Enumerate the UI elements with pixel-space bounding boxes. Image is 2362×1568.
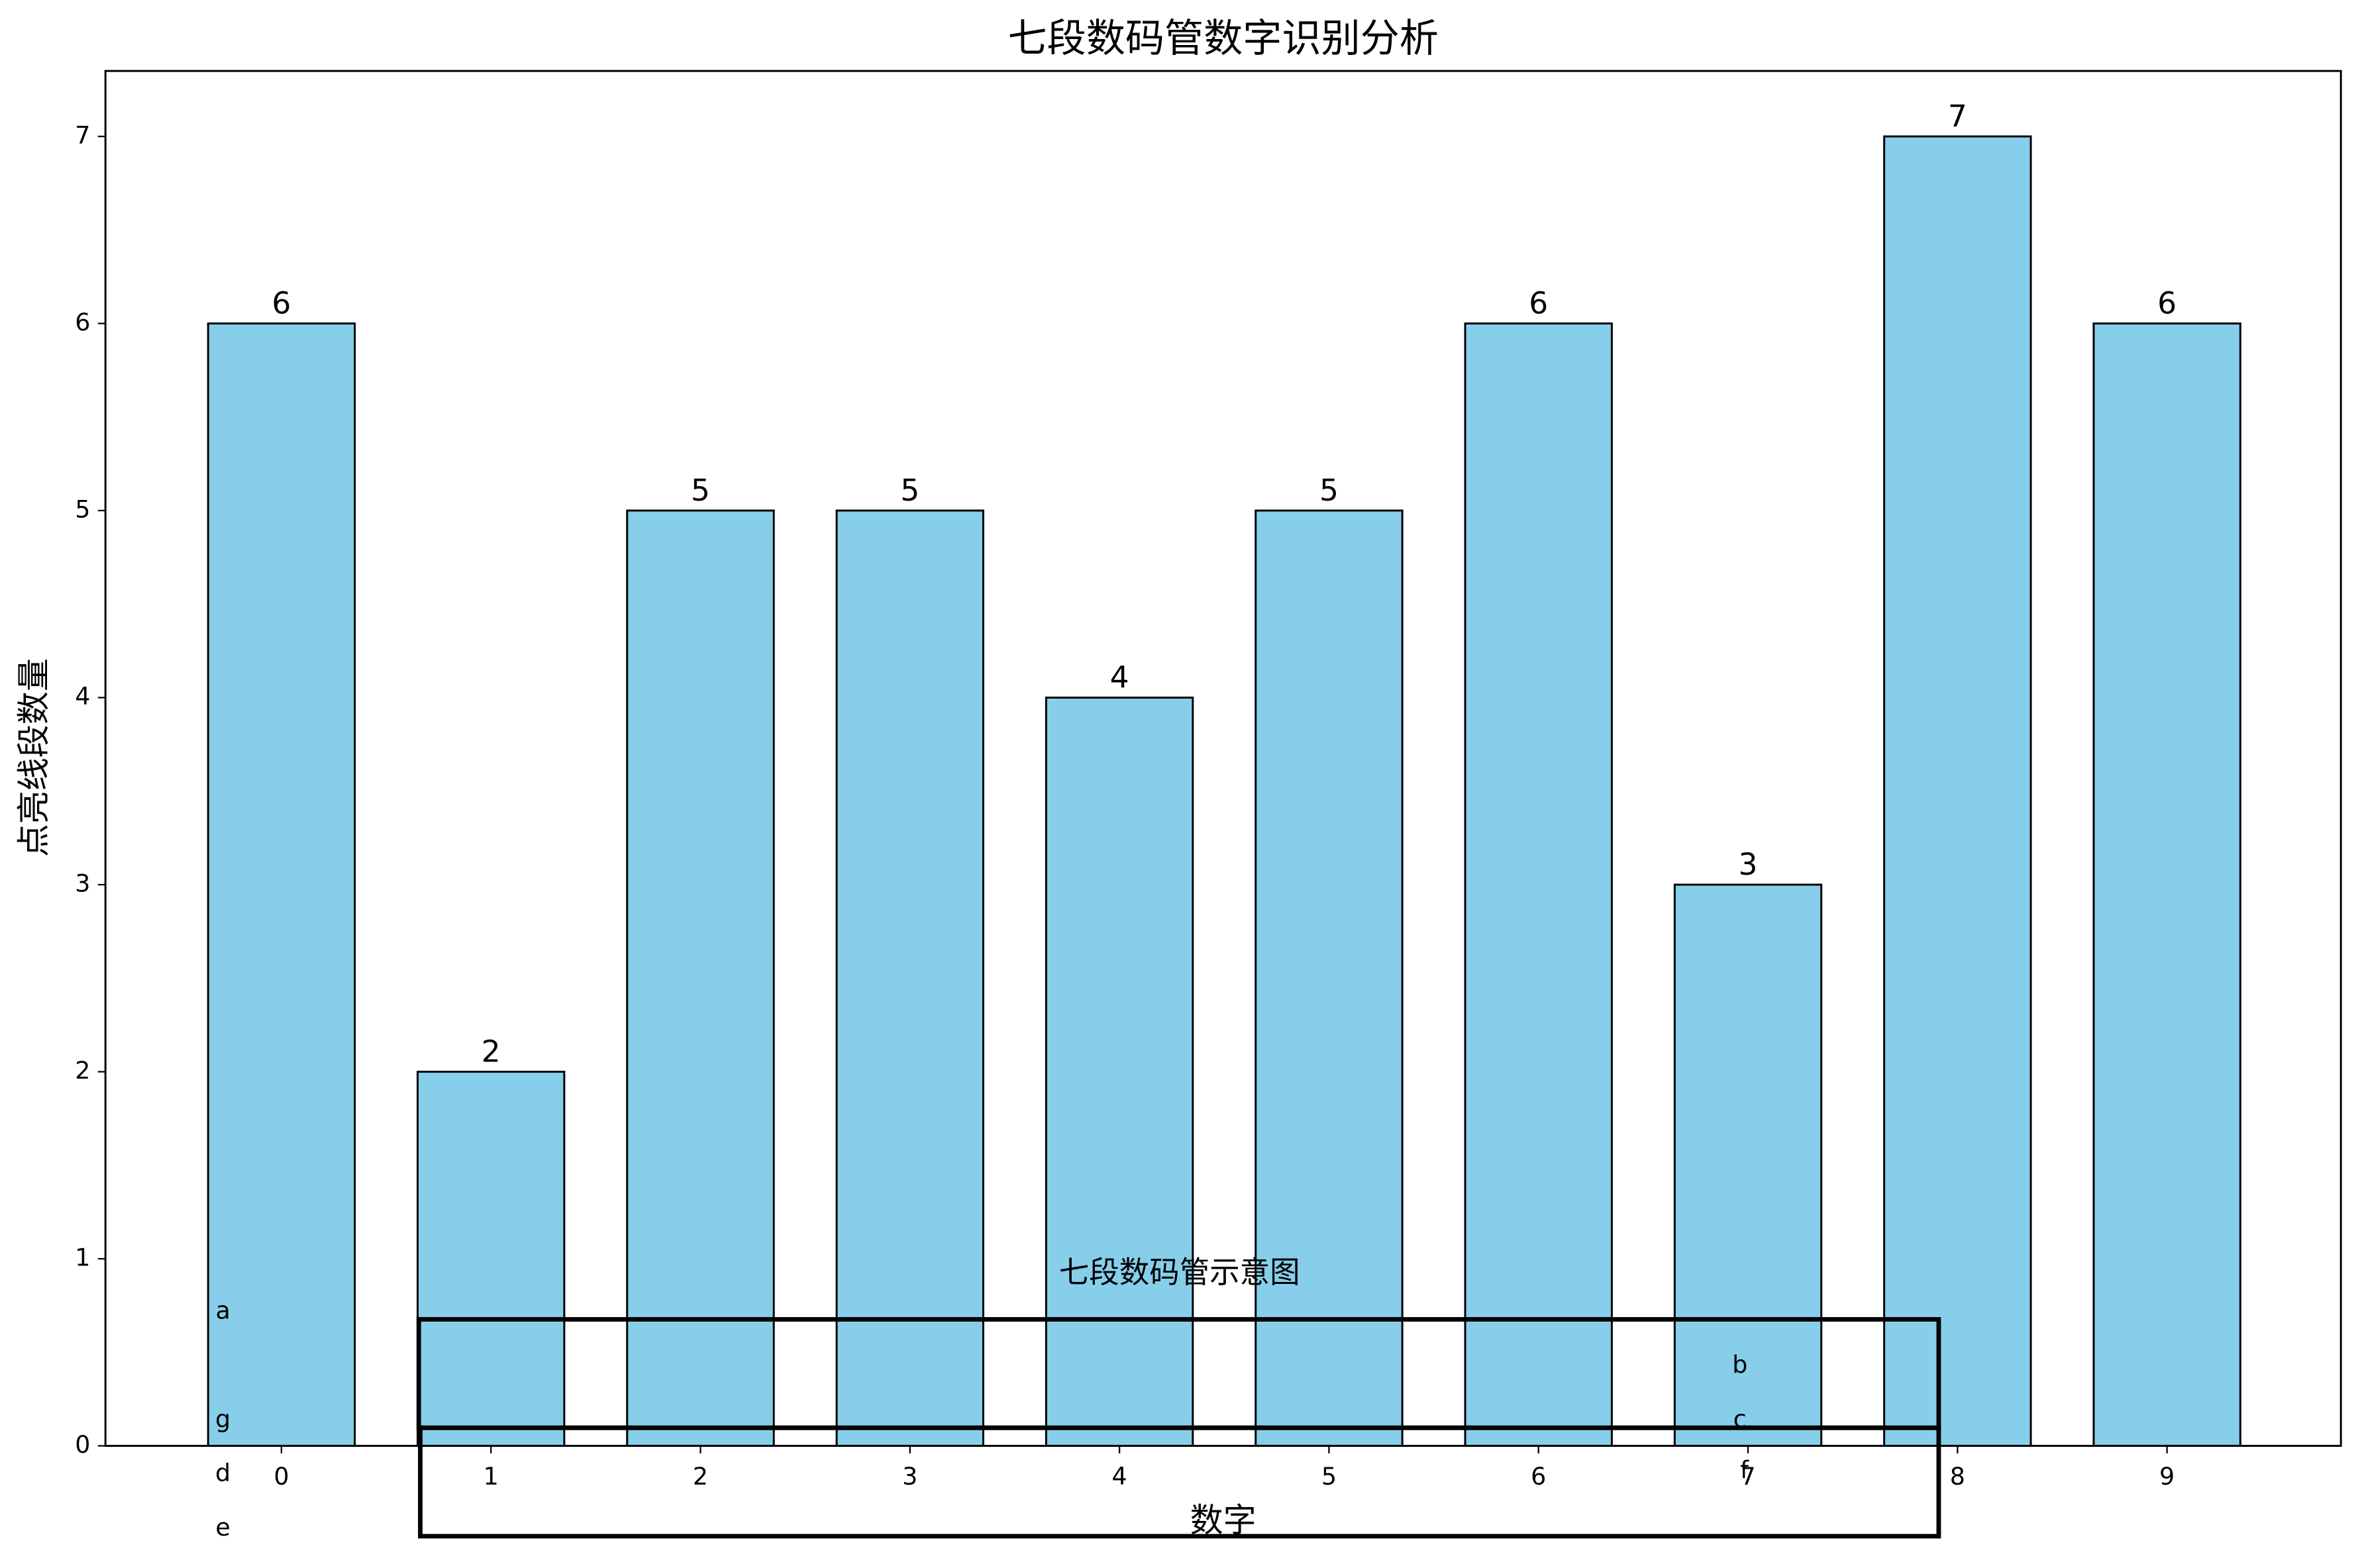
- bar: [626, 509, 775, 1447]
- value-label: 4: [1110, 660, 1129, 695]
- x-tick-label: 3: [902, 1462, 917, 1491]
- bar: [2092, 322, 2241, 1447]
- diagram-title: 七段数码管示意图: [1059, 1255, 1300, 1290]
- bar: [207, 322, 356, 1447]
- x-tick-label: 0: [274, 1462, 289, 1491]
- bar: [1673, 883, 1823, 1447]
- y-tick-label: 1: [75, 1244, 90, 1272]
- y-tick-label: 4: [75, 682, 90, 710]
- bar: [1883, 135, 2032, 1447]
- x-tick-label: 7: [1740, 1462, 1755, 1491]
- bar: [1045, 697, 1194, 1447]
- value-label: 7: [1948, 99, 1967, 134]
- value-label: 3: [1739, 847, 1758, 882]
- segment-label: e: [215, 1513, 230, 1542]
- y-tick-label: 6: [75, 308, 90, 336]
- bar: [417, 1071, 566, 1447]
- value-label: 6: [272, 286, 291, 321]
- diagram-box: [418, 1425, 1941, 1539]
- bar: [835, 509, 984, 1447]
- segment-label: g: [215, 1404, 231, 1433]
- value-label: 5: [1319, 473, 1339, 508]
- x-tick-label: 8: [1950, 1462, 1965, 1491]
- y-tick-label: 0: [75, 1430, 90, 1459]
- value-label: 6: [2157, 286, 2177, 321]
- x-tick-label: 9: [2159, 1462, 2175, 1491]
- y-tick-label: 2: [75, 1056, 90, 1085]
- y-axis-label: 点亮线段数量: [15, 658, 53, 857]
- x-tick-label: 4: [1112, 1462, 1127, 1491]
- chart-title: 七段数码管数字识别分析: [1007, 15, 1438, 61]
- segment-label: d: [215, 1459, 231, 1487]
- y-tick-label: 5: [75, 495, 90, 524]
- value-label: 5: [691, 473, 710, 508]
- y-tick-label: 3: [75, 869, 90, 898]
- segment-label: b: [1732, 1350, 1747, 1379]
- segment-label: a: [215, 1297, 230, 1325]
- x-tick-label: 1: [484, 1462, 499, 1491]
- bar: [1464, 322, 1613, 1447]
- x-axis-label: 数字: [1190, 1501, 1257, 1540]
- y-tick-label: 7: [75, 121, 90, 150]
- axes-frame: [104, 70, 2342, 1447]
- segment-label: c: [1733, 1404, 1747, 1433]
- value-label: 5: [900, 473, 919, 508]
- bar: [1255, 509, 1404, 1447]
- segment-label: f: [1740, 1456, 1749, 1485]
- value-label: 2: [482, 1034, 501, 1069]
- x-tick-label: 2: [693, 1462, 708, 1491]
- value-label: 6: [1529, 286, 1548, 321]
- x-tick-label: 5: [1321, 1462, 1337, 1491]
- x-tick-label: 6: [1531, 1462, 1546, 1491]
